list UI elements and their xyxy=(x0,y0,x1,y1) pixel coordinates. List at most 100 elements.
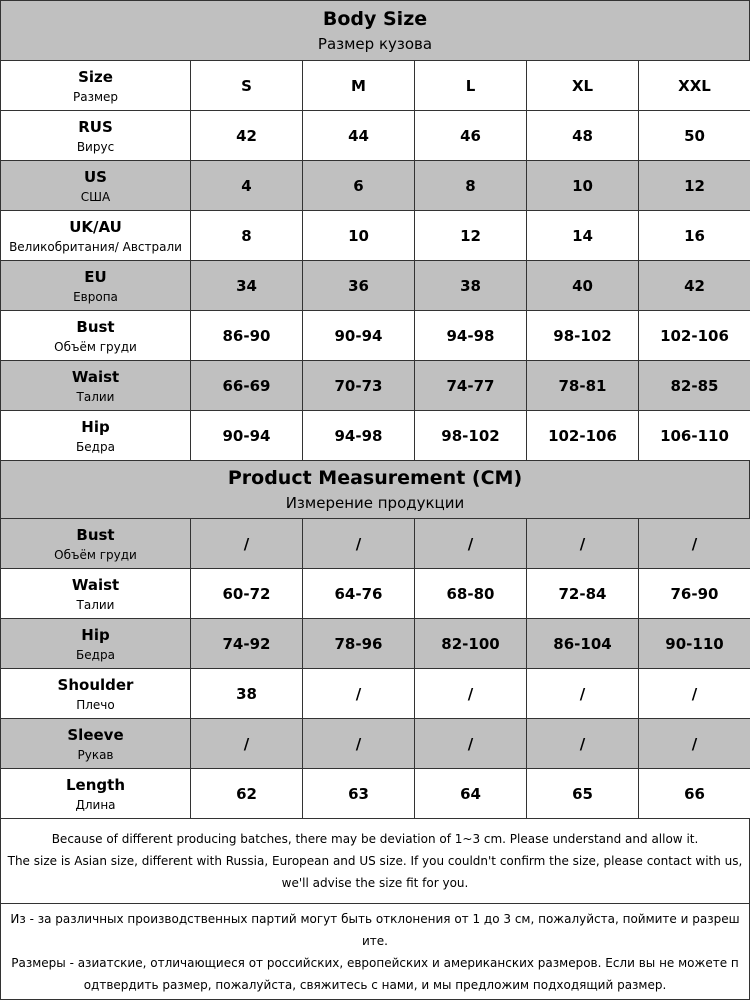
note-line: we'll advise the size fit for you. xyxy=(281,876,469,890)
table-cell: 60-72 xyxy=(190,568,303,619)
cell-value: 106-110 xyxy=(660,426,729,445)
row-subtitle: Бедра xyxy=(76,439,115,454)
cell-value: / xyxy=(355,534,362,553)
table-cell: 94-98 xyxy=(414,310,527,361)
table-cell: / xyxy=(526,718,639,769)
cell-value: 78-81 xyxy=(558,376,607,395)
table-cell: 90-94 xyxy=(302,310,415,361)
row-subtitle: Объём груди xyxy=(54,339,137,354)
cell-value: S xyxy=(241,76,252,95)
table-cell: 68-80 xyxy=(414,568,527,619)
table-cell: 10 xyxy=(526,160,639,211)
table-cell: 106-110 xyxy=(638,410,750,461)
row-title: Shoulder xyxy=(57,675,134,694)
row-subtitle: Бедра xyxy=(76,647,115,662)
cell-value: 16 xyxy=(684,226,705,245)
cell-value: 8 xyxy=(241,226,252,245)
cell-value: 40 xyxy=(572,276,593,295)
table-cell: / xyxy=(302,668,415,719)
cell-value: / xyxy=(243,534,250,553)
cell-value: / xyxy=(691,684,698,703)
table-cell: 94-98 xyxy=(302,410,415,461)
table-cell: 86-104 xyxy=(526,618,639,669)
cell-value: 36 xyxy=(348,276,369,295)
cell-value: XL xyxy=(571,76,594,95)
table-cell: 90-94 xyxy=(190,410,303,461)
row-label: UK/AU Великобритания/ Австрали xyxy=(0,210,191,261)
row-subtitle: США xyxy=(80,189,111,204)
cell-value: 94-98 xyxy=(334,426,383,445)
table-cell: 38 xyxy=(190,668,303,719)
cell-value: / xyxy=(579,534,586,553)
table-cell: 64 xyxy=(414,768,527,819)
cell-value: 42 xyxy=(236,126,257,145)
row-label: US США xyxy=(0,160,191,211)
notes-box: Because of different producing batches, … xyxy=(0,818,750,904)
cell-value: 65 xyxy=(572,784,593,803)
table-cell: / xyxy=(526,518,639,569)
table-cell: 8 xyxy=(414,160,527,211)
table-cell: 65 xyxy=(526,768,639,819)
table-cell: L xyxy=(414,60,527,111)
cell-value: / xyxy=(467,684,474,703)
cell-value: 10 xyxy=(572,176,593,195)
table-cell: 46 xyxy=(414,110,527,161)
section-subtitle: Размер кузова xyxy=(317,35,433,53)
row-subtitle: Европа xyxy=(73,289,118,304)
cell-value: XXL xyxy=(678,76,711,95)
table-cell: 74-92 xyxy=(190,618,303,669)
cell-value: / xyxy=(355,734,362,753)
table-cell: 98-102 xyxy=(526,310,639,361)
cell-value: 64 xyxy=(460,784,481,803)
cell-value: 38 xyxy=(236,684,257,703)
table-cell: 64-76 xyxy=(302,568,415,619)
row-label: Waist Талии xyxy=(0,360,191,411)
cell-value: / xyxy=(691,534,698,553)
cell-value: 44 xyxy=(348,126,369,145)
cell-value: / xyxy=(579,734,586,753)
row-label: Bust Объём груди xyxy=(0,310,191,361)
table-cell: / xyxy=(638,518,750,569)
cell-value: / xyxy=(467,534,474,553)
section-subtitle: Измерение продукции xyxy=(285,494,465,512)
note-line: Размеры - азиатские, отличающиеся от рос… xyxy=(11,955,739,970)
row-subtitle: Объём груди xyxy=(54,547,137,562)
cell-value: 4 xyxy=(241,176,252,195)
table-cell: S xyxy=(190,60,303,111)
row-label: Shoulder Плечо xyxy=(0,668,191,719)
row-title: Size xyxy=(78,67,113,86)
row-subtitle: Талии xyxy=(76,389,115,404)
cell-value: 14 xyxy=(572,226,593,245)
table-cell: XXL xyxy=(638,60,750,111)
cell-value: 78-96 xyxy=(334,634,383,653)
row-label: Sleeve Рукав xyxy=(0,718,191,769)
row-subtitle: Вирус xyxy=(76,139,115,154)
row-title: UK/AU xyxy=(69,217,122,236)
note-line: The size is Asian size, different with R… xyxy=(7,854,743,868)
note-line: Из - за различных производственных парти… xyxy=(10,911,740,926)
cell-value: 76-90 xyxy=(670,584,719,603)
table-cell: 72-84 xyxy=(526,568,639,619)
table-cell: XL xyxy=(526,60,639,111)
table-cell: 70-73 xyxy=(302,360,415,411)
note-line: Because of different producing batches, … xyxy=(51,832,699,846)
row-title: Hip xyxy=(81,625,110,644)
table-cell: / xyxy=(190,518,303,569)
table-cell: 42 xyxy=(190,110,303,161)
cell-value: 46 xyxy=(460,126,481,145)
section-header: Product Measurement (CM) Измерение продук… xyxy=(0,460,750,519)
cell-value: 102-106 xyxy=(660,326,729,345)
table-cell: / xyxy=(638,718,750,769)
cell-value: 82-100 xyxy=(441,634,500,653)
row-subtitle: Великобритания/ Австрали xyxy=(9,239,182,254)
table-cell: / xyxy=(414,518,527,569)
row-title: Waist xyxy=(71,367,120,386)
table-cell: 63 xyxy=(302,768,415,819)
row-label: Bust Объём груди xyxy=(0,518,191,569)
cell-value: 48 xyxy=(572,126,593,145)
row-label: EU Европа xyxy=(0,260,191,311)
cell-value: 6 xyxy=(353,176,364,195)
table-cell: 12 xyxy=(638,160,750,211)
cell-value: 38 xyxy=(460,276,481,295)
